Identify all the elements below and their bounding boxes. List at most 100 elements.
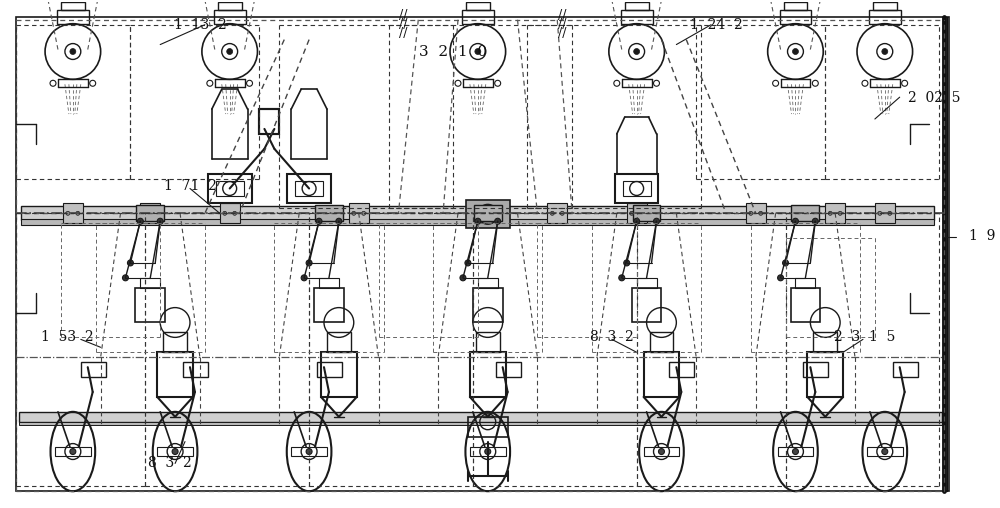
Circle shape <box>634 218 640 224</box>
Bar <box>319 278 339 288</box>
Circle shape <box>460 275 466 281</box>
Bar <box>81 362 106 377</box>
Circle shape <box>316 218 322 224</box>
Bar <box>869 10 901 24</box>
Bar <box>875 203 895 223</box>
Bar <box>259 109 279 134</box>
Bar <box>466 2 490 10</box>
Bar <box>813 332 837 352</box>
Circle shape <box>888 211 892 215</box>
Bar <box>321 352 357 397</box>
Text: //: // <box>558 26 566 40</box>
Bar <box>317 362 342 377</box>
Bar <box>650 332 673 352</box>
Text: 2  02  5: 2 02 5 <box>908 91 960 105</box>
Circle shape <box>352 211 356 215</box>
Bar <box>791 288 820 323</box>
Bar <box>468 417 508 437</box>
Circle shape <box>233 211 237 215</box>
Circle shape <box>812 218 818 224</box>
Bar <box>867 447 903 457</box>
Bar <box>784 2 807 10</box>
Circle shape <box>362 211 366 215</box>
Bar <box>157 352 193 397</box>
Circle shape <box>70 449 76 455</box>
Bar <box>140 203 160 223</box>
Bar <box>287 174 331 203</box>
Bar <box>55 447 91 457</box>
Circle shape <box>122 275 128 281</box>
Text: 8  3  2: 8 3 2 <box>590 330 634 344</box>
Text: //: // <box>558 18 566 31</box>
Text: 1  13  2: 1 13 2 <box>174 18 226 31</box>
Bar <box>623 180 651 197</box>
Bar <box>21 219 934 225</box>
Circle shape <box>658 449 664 455</box>
Text: 1  9: 1 9 <box>969 229 996 243</box>
Text: //: // <box>399 26 408 40</box>
Bar <box>163 332 187 352</box>
Circle shape <box>792 49 798 54</box>
Bar <box>873 2 897 10</box>
Circle shape <box>654 218 659 224</box>
Bar <box>476 332 500 352</box>
Bar <box>63 203 83 223</box>
Text: //: // <box>399 10 408 22</box>
Circle shape <box>882 449 888 455</box>
Circle shape <box>749 211 753 215</box>
Bar <box>218 2 242 10</box>
Circle shape <box>759 211 763 215</box>
Circle shape <box>792 218 798 224</box>
Bar <box>625 2 649 10</box>
Circle shape <box>560 211 564 215</box>
Circle shape <box>634 49 640 54</box>
Bar <box>547 203 567 223</box>
Circle shape <box>882 49 888 54</box>
Text: 3  2  1  0: 3 2 1 0 <box>419 45 487 59</box>
Circle shape <box>481 211 485 215</box>
Circle shape <box>172 449 178 455</box>
Bar <box>803 362 828 377</box>
Text: 2  3  1  5: 2 3 1 5 <box>834 330 896 344</box>
Bar <box>57 10 89 24</box>
Bar <box>157 447 193 457</box>
Bar <box>470 447 506 457</box>
Text: 1  24  2: 1 24 2 <box>690 18 742 31</box>
Circle shape <box>471 211 475 215</box>
Text: 1  71  2: 1 71 2 <box>164 179 216 193</box>
Circle shape <box>336 218 342 224</box>
Bar <box>259 109 279 134</box>
Circle shape <box>465 260 471 266</box>
Bar <box>644 352 679 397</box>
Circle shape <box>792 449 798 455</box>
Bar <box>778 447 813 457</box>
Bar <box>780 10 811 24</box>
Bar <box>462 10 494 24</box>
Bar <box>496 362 521 377</box>
Circle shape <box>778 275 784 281</box>
Bar <box>474 205 502 221</box>
Bar <box>470 352 506 397</box>
Circle shape <box>137 218 143 224</box>
Bar <box>183 362 208 377</box>
Bar <box>214 10 246 24</box>
Bar <box>295 180 323 197</box>
Bar <box>135 288 165 323</box>
Circle shape <box>478 204 498 224</box>
Circle shape <box>550 211 554 215</box>
Bar <box>825 203 845 223</box>
Circle shape <box>483 209 493 219</box>
Bar <box>19 422 942 425</box>
Circle shape <box>127 260 133 266</box>
Bar <box>220 203 240 223</box>
Bar <box>746 203 766 223</box>
Circle shape <box>485 449 491 455</box>
Bar <box>795 278 815 288</box>
Text: 1  53  2: 1 53 2 <box>41 330 94 344</box>
Bar <box>19 412 942 422</box>
Bar <box>291 447 327 457</box>
Circle shape <box>783 260 789 266</box>
Bar <box>327 332 351 352</box>
Bar <box>61 2 85 10</box>
Circle shape <box>227 49 233 54</box>
